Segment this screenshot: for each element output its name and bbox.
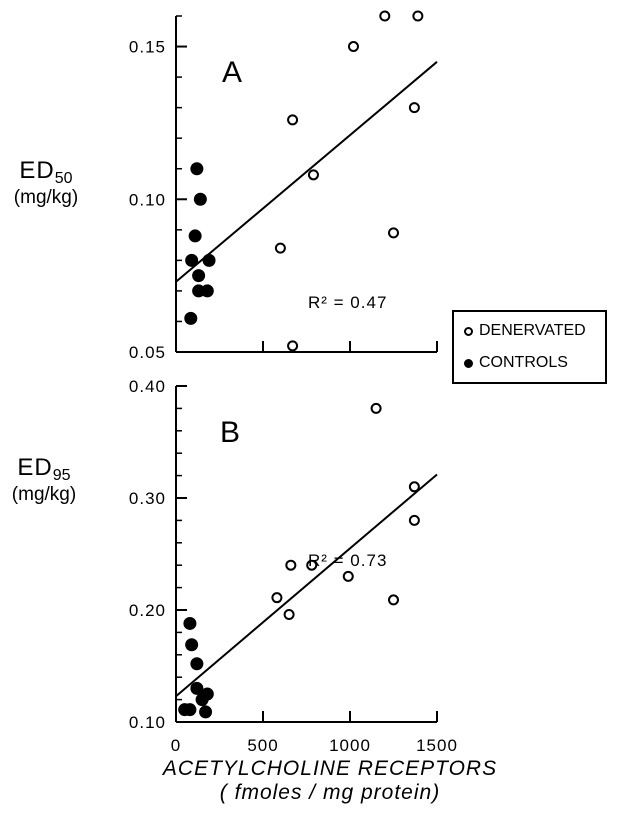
panel-b-ylabel-unit: (mg/kg) bbox=[11, 483, 77, 505]
panel-b-ylabel-sub: 95 bbox=[52, 466, 71, 484]
panel-b-x-tick-label: 1500 bbox=[416, 736, 458, 755]
panel-a-control-point bbox=[188, 229, 202, 243]
panel-b-denervated-point bbox=[271, 592, 283, 604]
panel-a-denervated-point bbox=[388, 227, 399, 239]
panel-b-denervated-point bbox=[342, 570, 354, 582]
panel-a-denervated-point bbox=[408, 102, 420, 114]
panel-b-control-point bbox=[183, 703, 197, 717]
panel-a-y-tick-label: 0.10 bbox=[129, 190, 166, 209]
panel-b-y-tick-label: 0.20 bbox=[129, 601, 166, 620]
x-axis-label-line1: ACETYLCHOLINE RECEPTORS bbox=[162, 757, 498, 780]
panel-a: 0.05 0.10 0.15 A R² = 0.47 bbox=[129, 10, 438, 362]
open-circle-icon bbox=[464, 326, 473, 336]
panel-a-control-point bbox=[200, 284, 214, 298]
panel-b-control-point bbox=[199, 705, 213, 719]
panel-a-denervated-point bbox=[379, 10, 391, 22]
panel-a-y-axis-label: ED50 (mg/kg) bbox=[6, 158, 86, 208]
panel-a-denervated-point bbox=[412, 10, 424, 22]
x-axis-label: ACETYLCHOLINE RECEPTORS ( fmoles / mg pr… bbox=[150, 757, 510, 805]
panel-a-denervated-point bbox=[347, 41, 359, 53]
panel-a-regression-line bbox=[175, 61, 438, 283]
panel-b-denervated-point bbox=[306, 559, 318, 571]
panel-b-control-point bbox=[195, 693, 209, 707]
panel-a-letter: A bbox=[222, 56, 242, 89]
panel-a-control-point bbox=[193, 192, 207, 206]
panel-a-ylabel-main: ED bbox=[19, 157, 55, 184]
panel-b-denervated-point bbox=[283, 608, 295, 620]
panel-a-ylabel-sub: 50 bbox=[54, 169, 73, 187]
panel-b-control-point bbox=[190, 681, 204, 695]
panel-b: 0.10 0.20 0.30 0.40 0 500 1000 1500 B R² = 0.73 bbox=[129, 377, 458, 755]
panel-b-y-tick-label: 0.10 bbox=[129, 713, 166, 732]
x-axis-label-line2: ( fmoles / mg protein) bbox=[219, 781, 441, 805]
panel-b-control-point bbox=[183, 616, 197, 630]
panel-b-control-point bbox=[190, 657, 204, 671]
legend-label-denervated: DENERVATED bbox=[479, 322, 586, 339]
panel-a-control-point bbox=[202, 253, 216, 267]
legend: DENERVATED CONTROLS bbox=[452, 310, 607, 384]
legend-label-controls: CONTROLS bbox=[479, 354, 568, 371]
panel-b-x-tick-label: 1000 bbox=[329, 736, 371, 755]
panel-b-denervated-point bbox=[370, 402, 382, 414]
panel-b-y-tick-label: 0.30 bbox=[129, 489, 166, 508]
panel-a-control-point bbox=[190, 162, 204, 176]
panel-a-denervated-point bbox=[287, 340, 299, 352]
panel-b-x-tick-label: 500 bbox=[247, 736, 278, 755]
panel-a-denervated-point bbox=[307, 169, 319, 181]
panel-b-denervated-point bbox=[408, 481, 420, 493]
panel-b-ylabel-main: ED bbox=[17, 454, 53, 481]
panel-b-letter: B bbox=[220, 416, 240, 449]
panel-a-r2-annotation: R² = 0.47 bbox=[308, 293, 387, 312]
panel-b-r2-annotation: R² = 0.73 bbox=[308, 551, 387, 570]
panel-b-x-tick-label: 0 bbox=[171, 736, 181, 755]
panel-b-denervated-point bbox=[388, 594, 399, 606]
panel-a-denervated-point bbox=[274, 242, 286, 254]
panel-b-y-tick-label: 0.40 bbox=[129, 377, 166, 396]
panel-a-control-point bbox=[184, 311, 198, 325]
filled-circle-icon bbox=[464, 358, 473, 368]
panel-a-y-tick-label: 0.15 bbox=[129, 38, 166, 57]
panel-b-denervated-point bbox=[285, 559, 297, 571]
panel-a-control-point bbox=[192, 269, 206, 283]
panel-b-regression-line bbox=[175, 473, 438, 698]
panel-a-y-tick-label: 0.05 bbox=[129, 343, 166, 362]
panel-a-denervated-point bbox=[287, 114, 299, 126]
legend-item-controls: CONTROLS bbox=[464, 354, 568, 372]
panel-a-control-point bbox=[185, 253, 199, 267]
panel-b-control-point bbox=[185, 638, 199, 652]
panel-b-y-axis-label: ED95 (mg/kg) bbox=[4, 455, 84, 505]
panel-b-denervated-point bbox=[408, 514, 420, 526]
legend-item-denervated: DENERVATED bbox=[464, 322, 586, 340]
panel-a-ylabel-unit: (mg/kg) bbox=[13, 186, 79, 208]
